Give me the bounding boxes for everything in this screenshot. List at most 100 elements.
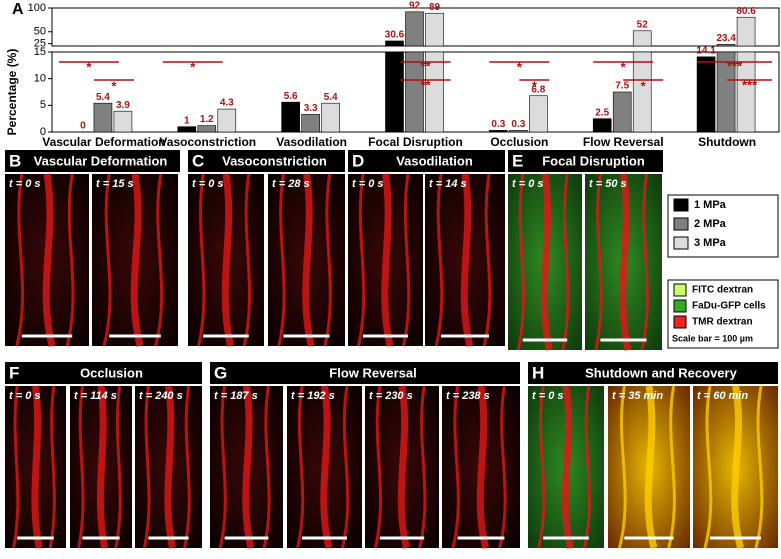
bar [321,102,340,133]
time-label: t = 0 s [352,178,384,190]
vessel [537,385,546,549]
vessel [451,385,460,549]
panel-letter: F [9,363,19,382]
vessel [619,173,632,351]
panel-title: Vasoconstriction [222,153,327,168]
x-tick-label: Vascular Deformation [42,135,165,149]
vessel [102,173,112,347]
scale-note: Scale bar = 100 µm [672,333,753,343]
vessel [644,385,658,549]
data-label: 89 [429,2,441,13]
vessel [42,173,56,347]
time-label: t = 192 s [291,390,335,402]
vessel [731,385,744,549]
bar [177,126,197,133]
time-label: t = 238 s [446,390,490,402]
vessel [65,173,75,347]
x-tick-label: Focal Disruption [368,135,463,149]
significance-star: *** [727,58,743,73]
time-label: t = 0 s [512,178,544,190]
vessel [540,173,553,351]
data-label: 52 [637,19,649,30]
panel-letter: B [9,151,21,170]
legend-label: 3 MPa [694,237,727,249]
vessel [498,385,507,549]
legend-swatch [673,236,689,250]
y-tick-label: 5 [40,99,46,111]
legend-label: 1 MPa [694,199,727,211]
vessel [164,385,176,549]
time-label: t = 0 s [9,390,41,402]
data-label: 2.5 [595,107,609,118]
significance-star: * [190,59,196,74]
data-label: 92 [409,0,421,11]
y-tick-label: 50 [34,26,46,38]
vessel [96,385,109,549]
legend-swatch [673,283,687,297]
bar [405,11,424,47]
bar [405,51,424,133]
data-label: 3.9 [116,100,130,111]
panel-title-bar [528,362,778,384]
data-label: 5.6 [284,91,298,102]
data-label: 80.6 [736,6,756,17]
vessel [197,173,206,347]
vessel [221,173,234,347]
bar [197,125,217,133]
panel-letter: C [192,151,204,170]
vessel [460,173,474,347]
data-label: 7.5 [615,81,629,92]
data-label: 1 [184,115,190,126]
data-label: 14.1 [696,45,716,56]
legend-swatch [673,299,687,313]
vessel [277,173,286,347]
vessel [341,385,350,549]
time-label: t = 230 s [369,390,413,402]
data-label: 1.2 [200,114,214,125]
panel-title-bar [188,150,345,172]
data-label: 0 [80,121,86,132]
panel-letter: G [214,363,227,382]
bar [489,130,508,133]
legend-label: TMR dextran [692,317,753,328]
data-label: 23.4 [716,33,736,44]
vessel [320,385,333,549]
vessel [476,385,490,549]
time-label: t = 50 s [589,178,627,190]
bar [425,51,444,133]
panel-title: Shutdown and Recovery [585,365,737,380]
vessel [618,385,627,549]
vessel [754,385,764,549]
vessel [262,385,271,549]
bar [612,91,632,133]
panel-title: Occlusion [80,365,143,380]
significance-star: * [517,59,523,74]
y-tick-label: 100 [28,2,46,14]
bar [281,101,300,133]
y-tick-label: 15 [34,46,46,58]
data-label: 30.6 [385,30,405,41]
vessel [516,173,526,351]
panel-letter: D [352,151,364,170]
vessel [154,173,164,347]
significance-star: * [86,59,92,74]
vessel [218,385,227,549]
vessel [242,173,252,347]
legend-swatch [673,198,689,212]
data-label: 4.3 [220,98,234,109]
bar [301,114,320,133]
bar [93,102,113,133]
panel-letter: H [532,363,544,382]
panel-title-bar [5,362,202,384]
vessel [48,385,56,549]
vessel [323,173,332,347]
bar [716,51,736,133]
y-tick-label: 0 [40,126,46,138]
time-label: t = 240 s [139,390,183,402]
bar [736,16,756,47]
bar [425,12,444,47]
vessel [397,385,410,549]
significance-star: * [111,78,117,93]
significance-star: *** [742,77,758,92]
panel-title: Focal Disruption [542,153,645,168]
